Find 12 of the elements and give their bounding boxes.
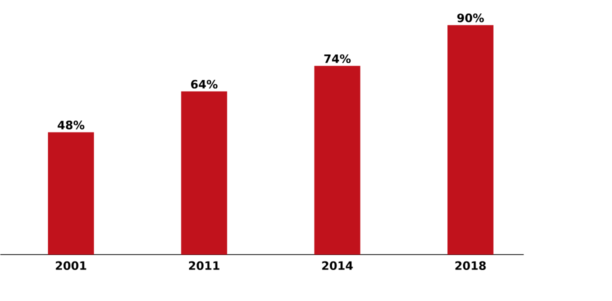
data-label: 74% [324, 54, 351, 64]
bar [447, 25, 494, 255]
x-tick-label: 2014 [322, 261, 353, 270]
data-label: 90% [457, 14, 484, 22]
bar [181, 92, 228, 255]
bar [48, 132, 94, 255]
x-tick-label: 2001 [56, 261, 86, 270]
x-tick-label: 2018 [455, 261, 486, 270]
x-tick-label: 2011 [189, 261, 220, 270]
data-label: 64% [191, 80, 218, 89]
data-label: 48% [58, 120, 84, 130]
bar [314, 66, 360, 255]
